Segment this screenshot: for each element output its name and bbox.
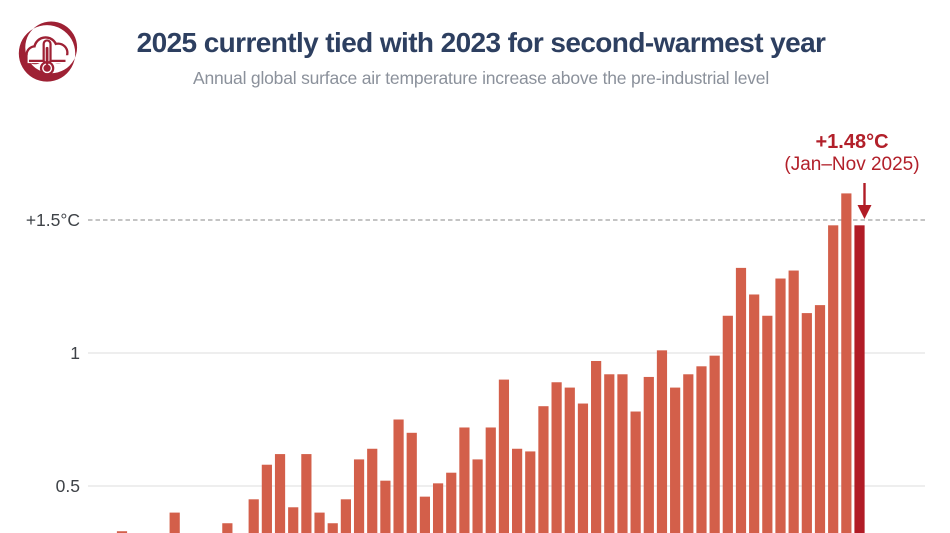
annotation-period: (Jan–Nov 2025) (784, 154, 920, 175)
bar-1977 (222, 523, 233, 533)
annotation-value: +1.48°C (815, 131, 889, 153)
bar-2020 (788, 270, 799, 533)
bar-1980 (261, 464, 272, 533)
bar-1979 (248, 499, 259, 533)
bar-1995 (459, 427, 470, 533)
bar-2016 (735, 267, 747, 533)
bar-2022 (814, 305, 826, 533)
bar-1996 (472, 459, 483, 533)
bar-1985 (327, 523, 338, 533)
bar-1992 (419, 496, 431, 533)
cloud-thermometer-logo-icon (18, 21, 78, 82)
bar-1989 (380, 480, 391, 533)
bar-2000 (525, 451, 536, 533)
bar-1969 (116, 531, 128, 533)
page-subtitle: Annual global surface air temperature in… (192, 68, 770, 88)
bar-2009 (643, 376, 654, 533)
bar-2025 (854, 225, 865, 533)
bar-2017 (749, 294, 760, 533)
bar-2019 (775, 278, 786, 533)
bar-1973 (169, 512, 180, 533)
bar-2018 (762, 315, 773, 533)
bar-2002 (551, 382, 562, 533)
header: 2025 currently tied with 2023 for second… (0, 0, 950, 89)
bar-2013 (696, 366, 707, 533)
bar-1984 (314, 512, 325, 533)
bar-1982 (288, 507, 299, 533)
highlight-annotation: +1.48°C (Jan–Nov 2025) (779, 131, 925, 176)
annotation-arrowhead-icon (857, 205, 872, 219)
bar-2014 (709, 355, 720, 533)
bar-2001 (538, 406, 549, 533)
bar-1981 (274, 454, 286, 533)
y-axis-tick-label: 1 (70, 343, 80, 363)
bar-2010 (656, 350, 668, 533)
bar-2011 (670, 387, 681, 533)
crescent-shape (18, 21, 78, 82)
bar-1988 (367, 448, 378, 533)
bar-2003 (564, 387, 575, 533)
bar-2007 (617, 374, 628, 533)
y-axis-tick-label: 0.5 (55, 476, 80, 496)
thermometer-shape (39, 39, 55, 76)
bar-1987 (353, 459, 365, 533)
bar-1999 (512, 448, 523, 533)
bar-1993 (432, 483, 444, 533)
bar-2024 (841, 193, 852, 533)
y-axis-tick-label: +1.5°C (25, 210, 80, 230)
bar-2004 (577, 403, 589, 533)
bar-2015 (722, 315, 733, 533)
bar-2023 (828, 225, 839, 533)
bar-1997 (485, 427, 496, 533)
bar-2008 (630, 411, 641, 533)
bar-1983 (301, 454, 312, 533)
bar-1991 (406, 432, 417, 533)
bar-1994 (446, 472, 457, 533)
bar-2012 (683, 374, 694, 533)
bar-2005 (591, 360, 602, 533)
bar-2021 (801, 313, 812, 533)
bar-2006 (604, 374, 615, 533)
bar-1986 (340, 499, 351, 533)
page-title: 2025 currently tied with 2023 for second… (136, 27, 826, 58)
bar-1990 (393, 419, 404, 533)
bar-1998 (498, 379, 510, 533)
